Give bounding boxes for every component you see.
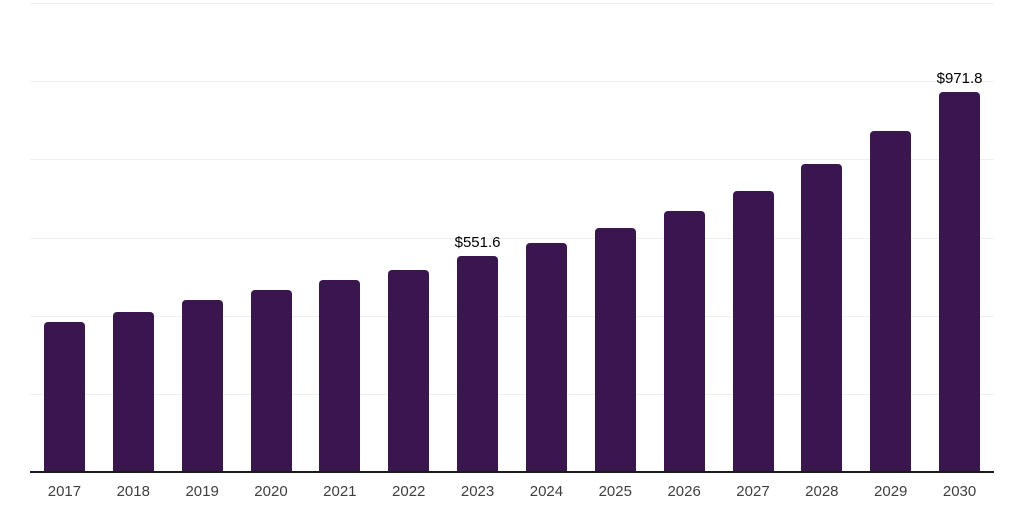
bar-2022 bbox=[388, 269, 430, 472]
x-tick-2018: 2018 bbox=[116, 483, 150, 500]
gridline-400 bbox=[30, 315, 994, 317]
x-tick-2030: 2030 bbox=[942, 483, 977, 500]
x-axis-line bbox=[30, 471, 994, 473]
gridline-800 bbox=[30, 159, 994, 161]
x-tick-2019: 2019 bbox=[185, 483, 219, 500]
bar-2020 bbox=[250, 290, 292, 472]
bar-2025 bbox=[594, 227, 636, 472]
bar-2018 bbox=[112, 312, 154, 472]
x-tick-2026: 2026 bbox=[667, 483, 701, 500]
gridline-1000 bbox=[30, 81, 994, 83]
x-tick-2022: 2022 bbox=[392, 483, 426, 500]
bar-2029 bbox=[870, 130, 912, 472]
x-tick-2027: 2027 bbox=[736, 483, 770, 500]
bar-2024 bbox=[525, 242, 567, 472]
gridline-200 bbox=[30, 393, 994, 395]
bar-2028 bbox=[801, 164, 843, 472]
x-tick-2029: 2029 bbox=[874, 483, 908, 500]
bar-2023 bbox=[457, 256, 499, 472]
gridline-1200 bbox=[30, 3, 994, 4]
bar-2030 bbox=[939, 92, 981, 472]
x-tick-2020: 2020 bbox=[254, 483, 288, 500]
value-label-2030: $971.8 bbox=[936, 70, 983, 88]
value-label-2023: $551.6 bbox=[454, 234, 501, 252]
bar-2027 bbox=[732, 190, 774, 472]
x-tick-2017: 2017 bbox=[47, 483, 82, 500]
x-tick-2023: 2023 bbox=[460, 483, 495, 500]
x-tick-2025: 2025 bbox=[598, 483, 632, 500]
x-tick-2021: 2021 bbox=[323, 483, 357, 500]
bar-2026 bbox=[663, 211, 705, 472]
bar-2017 bbox=[43, 322, 85, 472]
x-tick-2028: 2028 bbox=[805, 483, 839, 500]
bar-2019 bbox=[181, 300, 223, 472]
gridline-600 bbox=[30, 237, 994, 239]
bar-2021 bbox=[319, 280, 361, 472]
x-tick-2024: 2024 bbox=[529, 483, 564, 500]
